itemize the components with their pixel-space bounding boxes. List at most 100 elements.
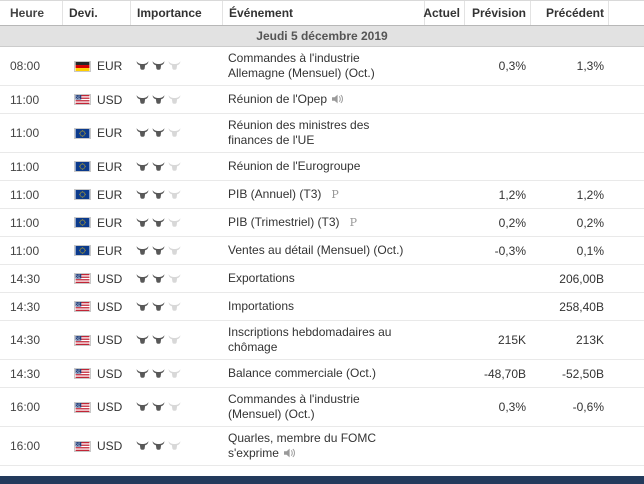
event-name[interactable]: Exportations: [228, 271, 295, 285]
event-rows: 08:00 EUR Commandes à l'industrie Allema…: [0, 47, 644, 466]
bull-importance-icon: [152, 402, 165, 411]
bull-importance-icon: [136, 402, 149, 411]
bull-importance-icon: [136, 245, 149, 255]
event-time: 16:00: [10, 439, 41, 453]
bull-importance-icon: [136, 368, 149, 378]
forecast-value: 0,2%: [498, 215, 526, 230]
previous-value: -0,6%: [572, 400, 604, 414]
header-cell-evenement: Événement: [222, 1, 424, 25]
event-name[interactable]: Réunion des ministres des finances de l'…: [228, 118, 370, 147]
event-row[interactable]: 14:30 USD Exportations 206,00B: [0, 265, 644, 293]
event-name[interactable]: Ventes au détail (Mensuel) (Oct.): [228, 243, 404, 257]
header-cell-precedent: Précédent: [530, 1, 608, 25]
previous-value: 0,2%: [576, 215, 604, 230]
bull-importance-icon: [136, 217, 149, 227]
event-row[interactable]: 16:00 USD Quarles, membre du FOMC s'expr…: [0, 427, 644, 466]
event-name[interactable]: PIB (Trimestriel) (T3) P: [228, 215, 357, 229]
event-name[interactable]: Inscriptions hebdomadaires au chômage: [228, 325, 392, 354]
importance-bulls: [130, 441, 222, 451]
importance-bulls: [130, 402, 222, 412]
event-name[interactable]: Importations: [228, 299, 295, 313]
bull-importance-icon: [152, 301, 165, 311]
event-name[interactable]: Réunion de l'Eurogroupe: [228, 159, 361, 173]
importance-bulls: [130, 335, 222, 345]
event-row[interactable]: 14:30 USD Importations 258,40B: [0, 293, 644, 321]
date-header-label: Jeudi 5 décembre 2019: [256, 29, 388, 43]
event-row[interactable]: 11:00 EUR Ventes au détail (Mensuel) (Oc…: [0, 237, 644, 265]
currency-code: EUR: [97, 215, 123, 230]
event-row[interactable]: 11:00 EUR PIB (Trimestriel) (T3) P 0,2% 0…: [0, 209, 644, 237]
event-time: 08:00: [10, 59, 41, 73]
event-name[interactable]: Balance commerciale (Oct.): [228, 366, 377, 380]
currency-cell: USD: [62, 367, 130, 381]
event-name[interactable]: Quarles, membre du FOMC s'exprime: [228, 431, 377, 460]
event-row[interactable]: 08:00 EUR Commandes à l'industrie Allema…: [0, 47, 644, 86]
previous-value: 1,3%: [576, 59, 604, 73]
event-row[interactable]: 14:30 USD Balance commerciale (Oct.) -48…: [0, 360, 644, 388]
currency-cell: EUR: [62, 188, 130, 202]
event-time: 14:30: [10, 271, 41, 286]
bull-importance-icon: [168, 245, 181, 255]
bull-importance-icon: [168, 217, 181, 227]
bull-importance-icon: [152, 189, 165, 199]
event-name[interactable]: PIB (Annuel) (T3) P: [228, 187, 339, 201]
economic-calendar-table: Heure Devi. Importance Événement Actuel …: [0, 0, 644, 466]
importance-bulls: [130, 94, 222, 105]
bull-importance-icon: [168, 441, 181, 450]
previous-value: 213K: [575, 333, 604, 347]
flag-us-icon: [74, 368, 91, 379]
flag-de-icon: [74, 60, 91, 72]
footer-bar: [0, 476, 644, 484]
event-time: 11:00: [10, 159, 40, 174]
flag-us-icon: [74, 273, 91, 284]
event-name[interactable]: Commandes à l'industrie (Mensuel) (Oct.): [228, 392, 360, 421]
bull-importance-icon: [168, 61, 181, 70]
event-time: 11:00: [10, 92, 40, 107]
bull-importance-icon: [168, 161, 181, 171]
currency-cell: EUR: [62, 216, 130, 230]
bull-importance-icon: [168, 335, 181, 344]
date-header-row: Jeudi 5 décembre 2019: [0, 26, 644, 47]
header-cell-actuel: Actuel: [423, 1, 464, 25]
currency-code: EUR: [97, 59, 123, 73]
event-row[interactable]: 11:00 USD Réunion de l'Opep: [0, 86, 644, 114]
event-row[interactable]: 14:30 USD Inscriptions hebdomadaires au …: [0, 321, 644, 360]
currency-code: USD: [97, 439, 123, 453]
currency-code: EUR: [97, 126, 123, 140]
importance-bulls: [130, 217, 222, 228]
speaker-icon: [283, 448, 295, 458]
event-time: 11:00: [10, 187, 40, 202]
forecast-value: 1,2%: [498, 187, 526, 202]
event-time: 11:00: [10, 243, 40, 258]
header-cell-spacer: [608, 1, 644, 25]
importance-bulls: [130, 273, 222, 284]
event-row[interactable]: 11:00 EUR Réunion des ministres des fina…: [0, 114, 644, 153]
event-row[interactable]: 16:00 USD Commandes à l'industrie (Mensu…: [0, 388, 644, 427]
bull-importance-icon: [136, 61, 149, 70]
importance-bulls: [130, 128, 222, 138]
currency-code: USD: [97, 400, 123, 414]
bull-importance-icon: [152, 161, 165, 171]
event-name[interactable]: Réunion de l'Opep: [222, 88, 424, 111]
currency-code: USD: [97, 333, 123, 347]
importance-bulls: [130, 245, 222, 256]
event-name[interactable]: Commandes à l'industrie Allemagne (Mensu…: [228, 51, 375, 80]
bull-importance-icon: [168, 273, 181, 283]
bull-importance-icon: [168, 128, 181, 137]
flag-eu-icon: [74, 161, 91, 172]
previous-value: -52,50B: [561, 366, 604, 381]
event-row[interactable]: 11:00 EUR Réunion de l'Eurogroupe: [0, 153, 644, 181]
flag-us-icon: [74, 401, 91, 413]
speaker-icon: [332, 94, 343, 104]
bull-importance-icon: [168, 402, 181, 411]
bull-importance-icon: [152, 368, 165, 378]
event-row[interactable]: 11:00 EUR PIB (Annuel) (T3) P 1,2% 1,2%: [0, 181, 644, 209]
importance-bulls: [130, 301, 222, 312]
bull-importance-icon: [136, 94, 149, 104]
currency-cell: USD: [62, 400, 130, 414]
bull-importance-icon: [168, 368, 181, 378]
previous-value: 0,1%: [576, 243, 604, 258]
importance-bulls: [130, 161, 222, 172]
bull-importance-icon: [152, 335, 165, 344]
bull-importance-icon: [136, 301, 149, 311]
